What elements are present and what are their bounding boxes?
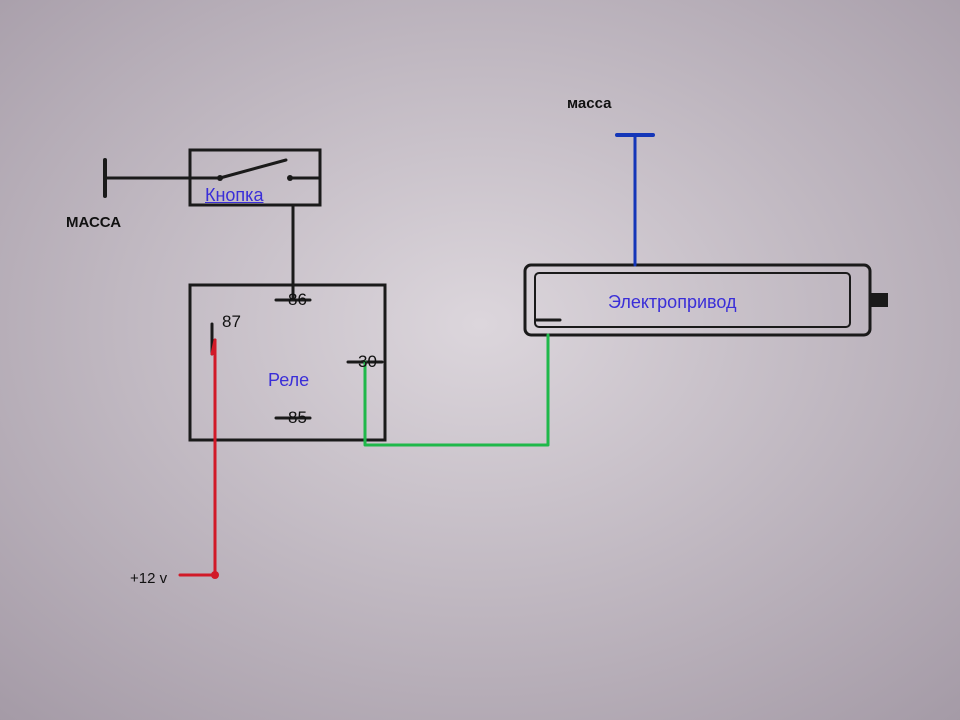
label-pin-30: 30	[358, 352, 377, 372]
label-pin-86: 86	[288, 290, 307, 310]
label-relay: Реле	[268, 370, 309, 391]
label-pin-87: 87	[222, 312, 241, 332]
label-button: Кнопка	[205, 185, 263, 206]
label-pin-85: 85	[288, 408, 307, 428]
label-massa-left: МАССА	[66, 214, 121, 231]
label-actuator: Электропривод	[608, 292, 737, 313]
label-massa-top: масса	[567, 95, 611, 112]
diagram-stage: МАССА масса Кнопка Реле Электропривод +1…	[0, 0, 960, 720]
diagram-svg	[0, 0, 960, 720]
label-voltage: +12 v	[130, 570, 167, 587]
